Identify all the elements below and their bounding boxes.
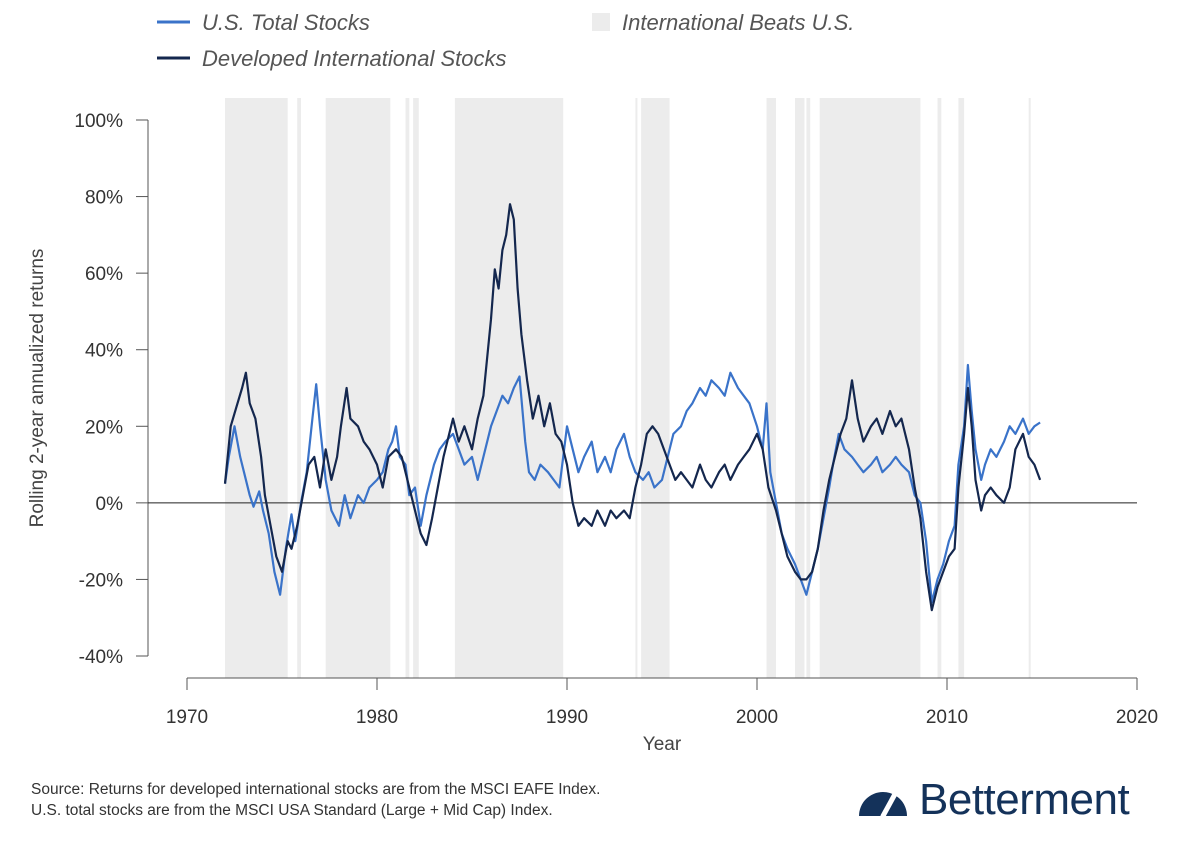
legend: U.S. Total Stocks Developed Internationa… (157, 10, 854, 71)
series-line-developed-international-stocks (223, 203, 1042, 612)
speedometer-icon (859, 791, 907, 819)
y-tick-label: -40% (79, 647, 123, 668)
x-axis-title: Year (643, 734, 682, 755)
y-tick-label: -20% (79, 570, 123, 591)
shaded-periods (225, 98, 1031, 678)
source-line-2: U.S. total stocks are from the MSCI USA … (31, 802, 553, 819)
y-tick-label: 0% (96, 494, 124, 515)
shaded-period-11 (819, 98, 921, 678)
x-tick-label: 2010 (926, 707, 968, 728)
shaded-period-6 (635, 98, 638, 678)
y-tick-label: 40% (85, 341, 123, 362)
brand-name: Betterment (919, 775, 1130, 824)
shaded-period-3 (405, 98, 410, 678)
x-axis-ticks: 1970 1980 1990 2000 2010 2020 (166, 678, 1158, 728)
x-tick-label: 1990 (546, 707, 588, 728)
shaded-period-12 (937, 98, 942, 678)
source-line-1: Source: Returns for developed internatio… (31, 781, 601, 798)
shaded-period-2 (325, 98, 391, 678)
shaded-period-5 (454, 98, 564, 678)
shaded-period-14 (1028, 98, 1031, 678)
series-lines (223, 203, 1042, 612)
legend-label-shade: International Beats U.S. (622, 10, 854, 35)
y-axis-title: Rolling 2-year annualized returns (27, 249, 48, 528)
y-axis-ticks: -40% -20% 0% 20% 40% 60% 80% 100% (74, 111, 148, 668)
y-tick-label: 80% (85, 188, 123, 209)
brand-logo: Betterment (855, 772, 1130, 828)
x-tick-label: 1970 (166, 707, 208, 728)
x-tick-label: 1980 (356, 707, 398, 728)
source-note: Source: Returns for developed internatio… (31, 779, 600, 821)
shaded-period-7 (641, 98, 670, 678)
shaded-period-1 (297, 98, 301, 678)
x-tick-label: 2020 (1116, 707, 1158, 728)
y-tick-label: 100% (74, 111, 123, 132)
y-tick-label: 20% (85, 417, 123, 438)
series-line-us-total-stocks (223, 363, 1041, 604)
y-tick-label: 60% (85, 264, 123, 285)
legend-label-intl: Developed International Stocks (202, 46, 507, 71)
shaded-period-13 (958, 98, 965, 678)
legend-swatch-shade (592, 13, 610, 31)
legend-label-us: U.S. Total Stocks (202, 10, 370, 35)
shaded-period-10 (806, 98, 811, 678)
shaded-period-8 (766, 98, 776, 678)
x-tick-label: 2000 (736, 707, 778, 728)
shaded-period-4 (413, 98, 419, 678)
shaded-period-9 (795, 98, 805, 678)
